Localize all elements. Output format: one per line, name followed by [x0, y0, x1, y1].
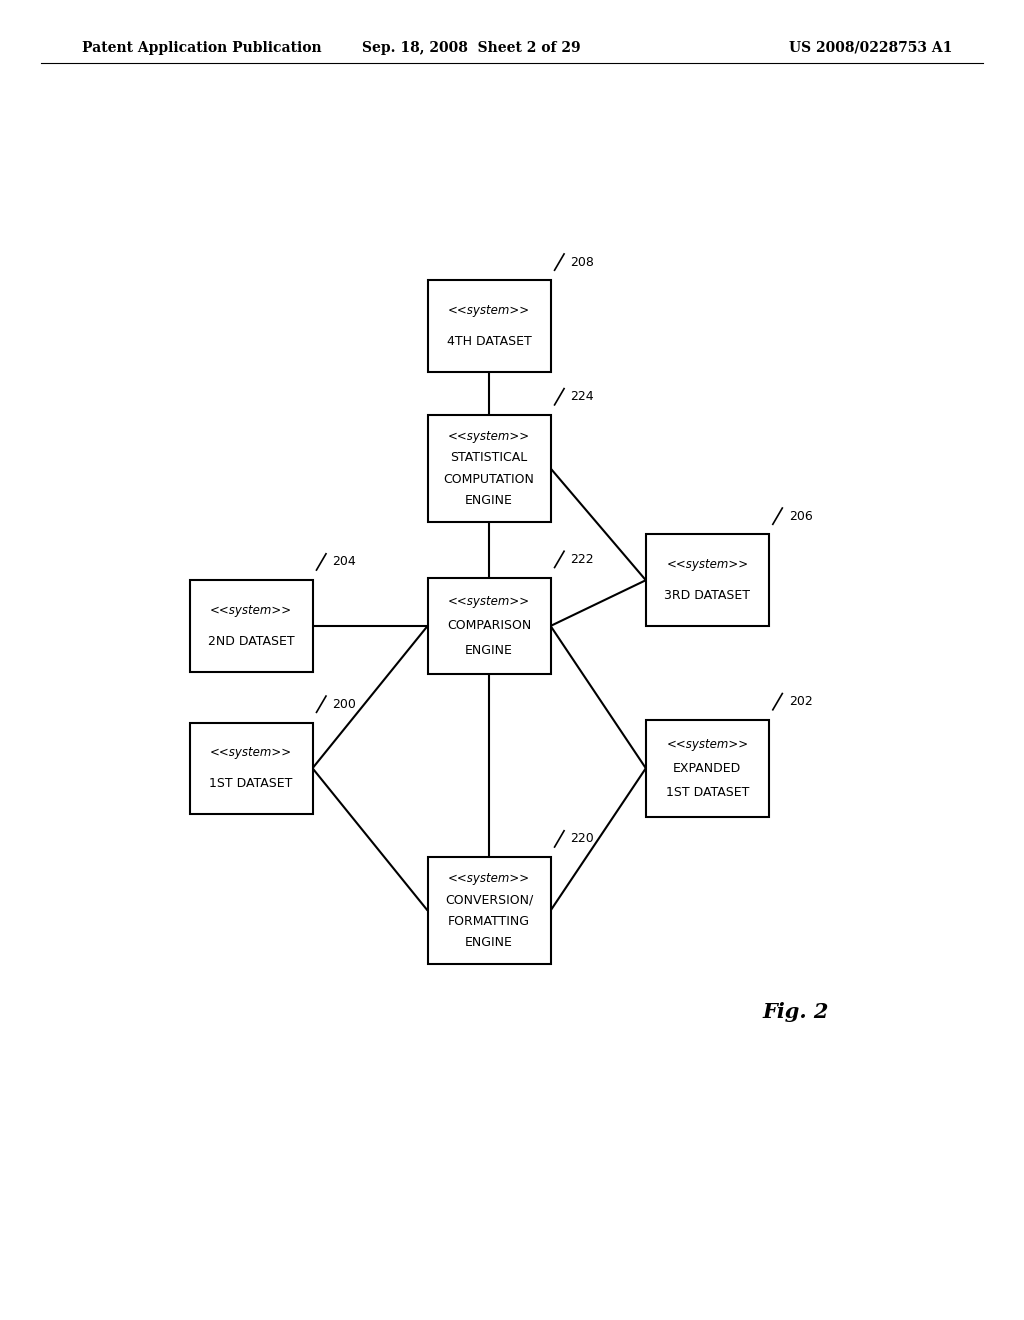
Text: 2ND DATASET: 2ND DATASET: [208, 635, 294, 648]
Bar: [646, 535, 769, 626]
Text: 206: 206: [788, 510, 812, 523]
Text: 1ST DATASET: 1ST DATASET: [209, 777, 293, 789]
Text: 3RD DATASET: 3RD DATASET: [665, 589, 751, 602]
Text: <<system>>: <<system>>: [667, 558, 749, 572]
Text: STATISTICAL: STATISTICAL: [451, 451, 527, 465]
Text: Patent Application Publication: Patent Application Publication: [82, 41, 322, 54]
Text: EXPANDED: EXPANDED: [673, 762, 741, 775]
Text: ENGINE: ENGINE: [465, 644, 513, 656]
Text: <<system>>: <<system>>: [210, 747, 292, 759]
Bar: [428, 414, 551, 521]
Text: COMPARISON: COMPARISON: [446, 619, 531, 632]
Text: 1ST DATASET: 1ST DATASET: [666, 785, 749, 799]
Text: <<system>>: <<system>>: [449, 430, 530, 444]
Text: 224: 224: [570, 391, 594, 403]
Text: 220: 220: [570, 833, 594, 845]
Bar: [189, 722, 312, 814]
Text: Fig. 2: Fig. 2: [763, 1002, 829, 1022]
Text: ENGINE: ENGINE: [465, 494, 513, 507]
Text: 202: 202: [788, 696, 812, 708]
Text: <<system>>: <<system>>: [667, 738, 749, 751]
Text: US 2008/0228753 A1: US 2008/0228753 A1: [788, 41, 952, 54]
Text: 4TH DATASET: 4TH DATASET: [446, 335, 531, 348]
Text: COMPUTATION: COMPUTATION: [443, 473, 535, 486]
Text: <<system>>: <<system>>: [449, 595, 530, 609]
Text: <<system>>: <<system>>: [449, 305, 530, 317]
Text: 200: 200: [333, 698, 356, 710]
Text: FORMATTING: FORMATTING: [449, 915, 530, 928]
Text: CONVERSION/: CONVERSION/: [445, 894, 534, 907]
Bar: [428, 857, 551, 964]
Text: <<system>>: <<system>>: [210, 605, 292, 618]
Bar: [428, 280, 551, 372]
Text: <<system>>: <<system>>: [449, 873, 530, 884]
Text: 204: 204: [333, 556, 356, 569]
Text: ENGINE: ENGINE: [465, 936, 513, 949]
Text: 222: 222: [570, 553, 594, 566]
Bar: [189, 581, 312, 672]
Bar: [646, 719, 769, 817]
Text: 208: 208: [570, 256, 594, 268]
Text: Sep. 18, 2008  Sheet 2 of 29: Sep. 18, 2008 Sheet 2 of 29: [361, 41, 581, 54]
Bar: [428, 578, 551, 675]
